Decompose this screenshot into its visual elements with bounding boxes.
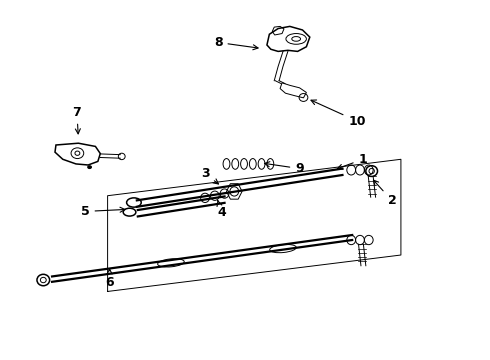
Text: 6: 6 [105, 269, 114, 289]
Ellipse shape [88, 166, 91, 168]
Text: 5: 5 [81, 205, 125, 218]
Text: 3: 3 [201, 167, 219, 184]
Text: 9: 9 [265, 162, 304, 175]
Text: 2: 2 [373, 180, 396, 207]
Text: 8: 8 [214, 36, 258, 50]
Text: 10: 10 [311, 100, 366, 127]
Text: 4: 4 [217, 201, 226, 219]
Text: 7: 7 [73, 105, 81, 134]
Text: 1: 1 [338, 153, 368, 169]
